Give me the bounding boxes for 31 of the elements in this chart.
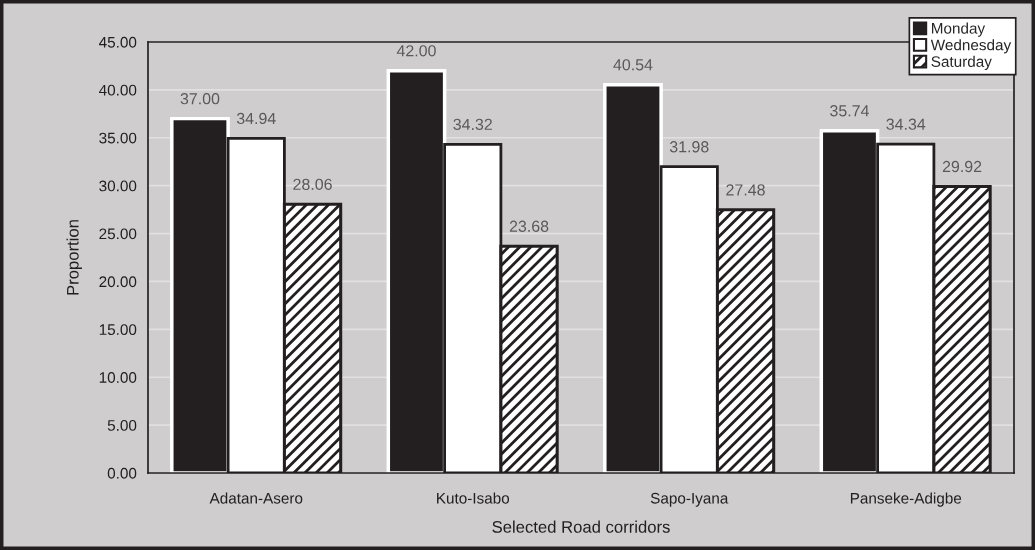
- y-tick-label: 45.00: [99, 36, 137, 48]
- y-tick-label: 10.00: [99, 372, 137, 383]
- legend-label: Saturday: [931, 55, 992, 70]
- data-label: 27.48: [726, 184, 765, 196]
- data-label: 34.94: [236, 112, 276, 125]
- y-tick-label: 20.00: [99, 276, 137, 288]
- data-label: 31.98: [669, 141, 709, 153]
- y-tick-label: 25.00: [99, 228, 137, 240]
- data-label: 23.68: [509, 220, 549, 232]
- y-tick-label: 35.00: [99, 132, 137, 144]
- data-label: 29.92: [942, 160, 982, 173]
- y-tick-label: 30.00: [99, 180, 137, 192]
- x-tick-label: Panseke-Adigbe: [850, 492, 962, 507]
- x-tick-label: Adatan-Asero: [209, 492, 303, 504]
- y-tick-label: 0.00: [107, 467, 137, 479]
- legend-label: Wednesday: [930, 39, 1012, 54]
- data-label: 42.00: [396, 45, 436, 57]
- data-label: 34.32: [453, 118, 492, 131]
- data-label: 34.34: [886, 118, 926, 130]
- x-tick-label: Sapo-Iyana: [650, 492, 729, 507]
- y-tick-label: 15.00: [99, 324, 137, 336]
- y-axis-title: Proportion: [66, 220, 82, 295]
- data-label: 40.54: [613, 59, 653, 71]
- x-axis-title: Selected Road corridors: [492, 520, 670, 533]
- data-label: 37.00: [180, 93, 220, 105]
- legend-label: Monday: [932, 22, 986, 37]
- data-label: 35.74: [830, 105, 869, 117]
- y-tick-label: 40.00: [99, 84, 137, 96]
- x-tick-label: Kuto-Isabo: [437, 492, 510, 504]
- y-tick-label: 5.00: [107, 419, 137, 431]
- data-label: 28.06: [293, 178, 332, 190]
